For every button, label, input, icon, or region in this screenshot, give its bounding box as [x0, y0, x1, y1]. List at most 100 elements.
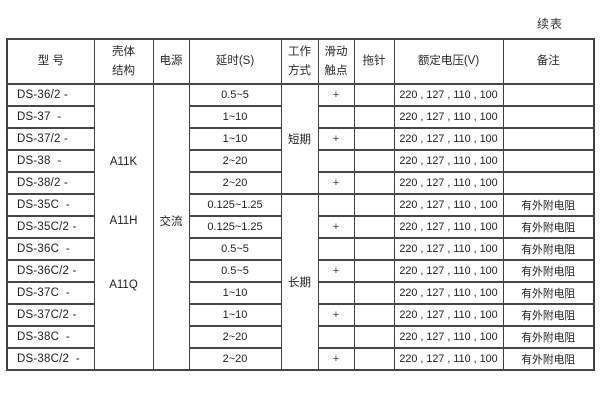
table-row: DS-35C - 0.125~1.25 长期 220 , 127 , 110 ,… [6, 193, 595, 371]
shell-structure-label: A11K [109, 155, 138, 168]
remark-cell: 有外附电阻 [502, 325, 595, 349]
voltage-cell: 220 , 127 , 110 , 100 [393, 303, 504, 327]
sliding-contact-cell [317, 105, 355, 129]
voltage-cell: 220 , 127 , 110 , 100 [393, 127, 504, 151]
remark-cell [502, 127, 595, 151]
remark-cell: 有外附电阻 [502, 347, 595, 371]
col-header-drag-pin: 拖针 [353, 38, 395, 85]
table-row: DS-38/2 - 2~20 + 220 , 127 , 110 , 100 [6, 171, 595, 195]
drag-pin-cell [353, 259, 395, 283]
drag-pin-cell [353, 83, 395, 107]
model-cell: DS-37C/2 - [6, 303, 95, 327]
relay-spec-table: 型 号 壳体 结构 电源 延时(S) 工作 方式 滑动 触点 拖针 额定电压(V… [6, 38, 595, 371]
sliding-contact-cell: + [317, 127, 355, 151]
model-cell: DS-36C - [6, 237, 95, 261]
table-row: DS-38C/2 - 2~20 + 220 , 127 , 110 , 100 … [6, 347, 595, 371]
drag-pin-cell [353, 193, 395, 217]
delay-cell: 2~20 [188, 347, 282, 371]
model-cell: DS-37/2 - [6, 127, 95, 151]
drag-pin-cell [353, 281, 395, 305]
col-header-work-mode: 工作 方式 [280, 38, 319, 85]
drag-pin-cell [353, 347, 395, 371]
drag-pin-cell [353, 237, 395, 261]
shell-structure-label: A11Q [109, 279, 138, 292]
sliding-contact-cell [317, 193, 355, 217]
delay-cell: 1~10 [188, 303, 282, 327]
table-row: DS-36C/2 - 0.5~5 + 220 , 127 , 110 , 100… [6, 259, 595, 283]
model-cell: DS-38 - [6, 149, 95, 173]
col-header-delay: 延时(S) [188, 38, 282, 85]
power-cell: 交流 [152, 83, 190, 371]
voltage-cell: 220 , 127 , 110 , 100 [393, 215, 504, 239]
header-row: 型 号 壳体 结构 电源 延时(S) 工作 方式 滑动 触点 拖针 额定电压(V… [6, 38, 595, 85]
delay-cell: 0.5~5 [188, 259, 282, 283]
delay-cell: 0.125~1.25 [188, 215, 282, 239]
voltage-cell: 220 , 127 , 110 , 100 [393, 83, 504, 107]
sliding-contact-cell [317, 237, 355, 261]
shell-structure-label: A11H [109, 215, 138, 228]
col-header-model: 型 号 [6, 38, 95, 85]
delay-cell: 0.125~1.25 [188, 193, 282, 217]
drag-pin-cell [353, 215, 395, 239]
voltage-cell: 220 , 127 , 110 , 100 [393, 193, 504, 217]
delay-cell: 2~20 [188, 149, 282, 173]
table-row: DS-36/2 - A11K A11H A11Q 交流 0.5~5 短期 + 2… [6, 83, 595, 371]
remark-cell [502, 149, 595, 173]
remark-cell [502, 83, 595, 107]
remark-cell: 有外附电阻 [502, 281, 595, 305]
model-cell: DS-37 - [6, 105, 95, 129]
model-cell: DS-35C/2 - [6, 215, 95, 239]
power-label: 交流 [159, 216, 183, 229]
sliding-contact-cell: + [317, 83, 355, 107]
sliding-contact-cell [317, 149, 355, 173]
delay-cell: 1~10 [188, 281, 282, 305]
voltage-cell: 220 , 127 , 110 , 100 [393, 105, 504, 129]
table-row: DS-38C - 2~20 220 , 127 , 110 , 100 有外附电… [6, 325, 595, 349]
drag-pin-cell [353, 149, 395, 173]
remark-cell: 有外附电阻 [502, 215, 595, 239]
remark-cell [502, 105, 595, 129]
voltage-cell: 220 , 127 , 110 , 100 [393, 171, 504, 195]
delay-cell: 1~10 [188, 105, 282, 129]
table-row: DS-37 - 1~10 220 , 127 , 110 , 100 [6, 105, 595, 129]
remark-cell [502, 171, 595, 195]
model-cell: DS-38C/2 - [6, 347, 95, 371]
sliding-contact-cell: + [317, 347, 355, 371]
voltage-cell: 220 , 127 , 110 , 100 [393, 281, 504, 305]
sliding-contact-cell: + [317, 303, 355, 327]
delay-cell: 0.5~5 [188, 237, 282, 261]
table-row: DS-35C/2 - 0.125~1.25 + 220 , 127 , 110 … [6, 215, 595, 239]
drag-pin-cell [353, 303, 395, 327]
voltage-cell: 220 , 127 , 110 , 100 [393, 325, 504, 349]
table-row: DS-37/2 - 1~10 + 220 , 127 , 110 , 100 [6, 127, 595, 151]
remark-cell: 有外附电阻 [502, 193, 595, 217]
model-cell: DS-35C - [6, 193, 95, 217]
drag-pin-cell [353, 127, 395, 151]
model-cell: DS-36C/2 - [6, 259, 95, 283]
delay-cell: 2~20 [188, 171, 282, 195]
remark-cell: 有外附电阻 [502, 303, 595, 327]
remark-cell: 有外附电阻 [502, 259, 595, 283]
model-cell: DS-37C - [6, 281, 95, 305]
col-header-power: 电源 [152, 38, 190, 85]
table-row: DS-37C - 1~10 220 , 127 , 110 , 100 有外附电… [6, 281, 595, 305]
sliding-contact-cell: + [317, 171, 355, 195]
remark-cell: 有外附电阻 [502, 237, 595, 261]
table-row: DS-38 - 2~20 220 , 127 , 110 , 100 [6, 149, 595, 173]
sliding-contact-cell [317, 281, 355, 305]
shell-structure-cell: A11K A11H A11Q [93, 83, 154, 371]
table-row: DS-36C - 0.5~5 220 , 127 , 110 , 100 有外附… [6, 237, 595, 261]
model-cell: DS-36/2 - [6, 83, 95, 107]
delay-cell: 0.5~5 [188, 83, 282, 107]
voltage-cell: 220 , 127 , 110 , 100 [393, 149, 504, 173]
sliding-contact-cell: + [317, 259, 355, 283]
model-cell: DS-38/2 - [6, 171, 95, 195]
col-header-remark: 备注 [502, 38, 595, 85]
work-mode-cell: 短期 [280, 83, 319, 195]
delay-cell: 1~10 [188, 127, 282, 151]
delay-cell: 2~20 [188, 325, 282, 349]
continued-table-label: 续表 [537, 17, 564, 31]
drag-pin-cell [353, 325, 395, 349]
col-header-shell-structure: 壳体 结构 [93, 38, 154, 85]
